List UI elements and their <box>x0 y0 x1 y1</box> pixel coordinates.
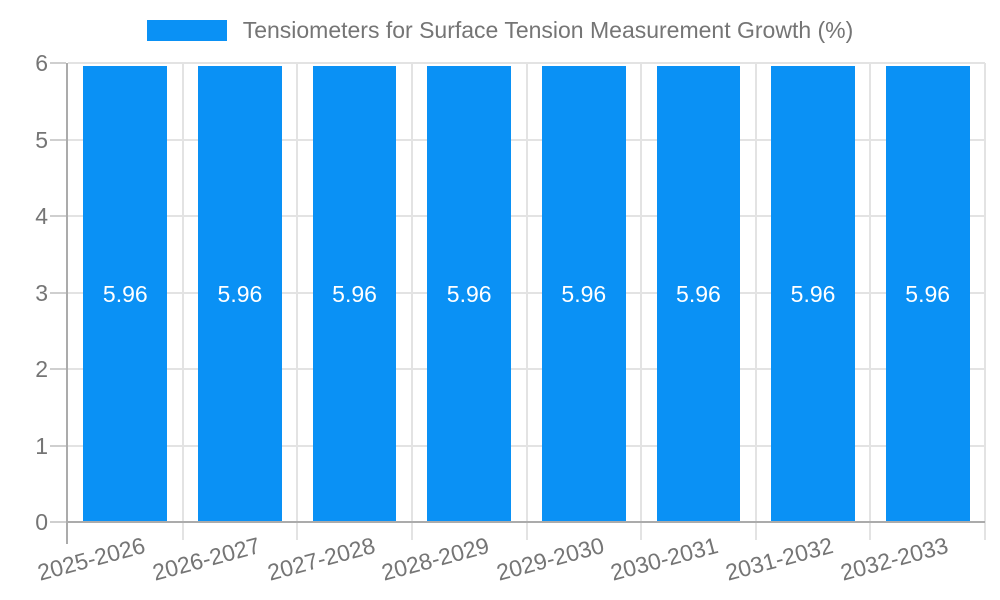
x-axis-line <box>66 521 985 523</box>
bar-value-label: 5.96 <box>561 281 607 308</box>
x-tick-label: 2029-2030 <box>493 532 607 586</box>
bar: 5.96 <box>656 66 741 522</box>
chart-legend: Tensiometers for Surface Tension Measure… <box>0 17 1000 44</box>
y-tick-mark <box>50 521 66 523</box>
gridline-vertical <box>181 63 184 540</box>
bar-value-label: 5.96 <box>217 281 263 308</box>
bar: 5.96 <box>198 66 282 522</box>
bar-value-label: 5.96 <box>332 281 377 308</box>
y-tick-mark <box>50 444 66 447</box>
bar: 5.96 <box>885 66 970 522</box>
bar: 5.96 <box>83 66 168 522</box>
x-tick-label: 2026-2027 <box>149 532 263 586</box>
x-tick-label: 2032-2033 <box>837 532 951 586</box>
y-tick-label: 3 <box>35 279 48 306</box>
gridline-vertical <box>869 63 872 540</box>
gridline-vertical <box>296 63 299 540</box>
y-tick-label: 0 <box>35 509 48 535</box>
gridline-vertical <box>410 63 413 540</box>
x-tick-label: 2031-2032 <box>722 532 836 586</box>
legend-swatch <box>146 20 227 41</box>
gridline-vertical <box>984 63 986 540</box>
y-tick-mark <box>50 215 66 217</box>
y-tick-label: 1 <box>35 432 48 459</box>
chart-title: Tensiometers for Surface Tension Measure… <box>242 17 854 43</box>
y-axis-line <box>66 63 68 544</box>
y-tick-mark <box>50 368 66 370</box>
bar-value-label: 5.96 <box>102 281 148 308</box>
gridline-vertical <box>640 63 643 540</box>
gridline-vertical <box>754 63 757 540</box>
bar: 5.96 <box>771 66 855 522</box>
bar: 5.96 <box>312 66 397 522</box>
bar: 5.96 <box>541 66 626 522</box>
bar-value-label: 5.96 <box>676 281 721 308</box>
y-tick-label: 4 <box>35 203 48 229</box>
bar-value-label: 5.96 <box>446 281 492 308</box>
x-tick-label: 2028-2029 <box>378 532 492 586</box>
y-tick-label: 2 <box>35 356 48 382</box>
bar-value-label: 5.96 <box>905 281 951 308</box>
gridline-vertical <box>525 63 528 540</box>
x-tick-label: 2027-2028 <box>264 532 378 586</box>
x-tick-label: 2030-2031 <box>608 532 722 586</box>
y-tick-mark <box>50 138 66 141</box>
y-tick-mark <box>50 62 66 64</box>
bar-value-label: 5.96 <box>790 281 836 308</box>
x-tick-label: 2025-2026 <box>35 532 149 586</box>
y-tick-label: 5 <box>35 126 48 153</box>
y-tick-label: 6 <box>35 50 48 76</box>
y-tick-mark <box>50 291 66 294</box>
bar: 5.96 <box>427 66 512 522</box>
